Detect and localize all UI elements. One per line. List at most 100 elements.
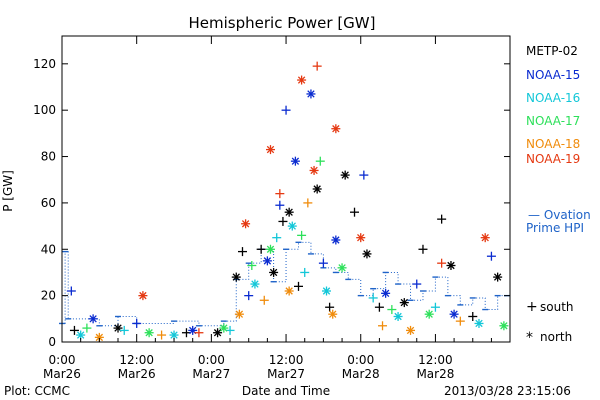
x-tick-label-time: 12:00: [119, 353, 154, 367]
x-tick-label-date: Mar27: [267, 367, 305, 381]
noaa-16-point-north: [76, 330, 86, 340]
noaa-18-point-stroke: [329, 310, 337, 318]
noaa-19-point-stroke: [332, 125, 340, 133]
noaa-15-point-south: [132, 318, 142, 328]
noaa-18-point-stroke: [406, 326, 415, 335]
noaa-15-point-north: [381, 288, 391, 298]
noaa-15-point-north: [262, 256, 272, 266]
metp-02-point-south: [468, 312, 478, 321]
noaa-15-point-north: [331, 235, 341, 245]
noaa-17-point-south: [82, 323, 92, 333]
noaa-16-point-south: [430, 302, 440, 312]
marker-legend-star-symbol: *: [526, 330, 533, 346]
noaa-18-point-north: [234, 309, 244, 319]
data-points-layer: [66, 61, 509, 342]
noaa-17-point-north: [337, 263, 347, 273]
y-tick-label: 40: [41, 242, 56, 256]
noaa-19-point-stroke: [310, 166, 318, 175]
metp-02-point-south: [437, 214, 447, 224]
noaa-16-point-stroke: [288, 222, 296, 230]
y-ticks: 0 20 40 60 80 100 120: [33, 57, 510, 349]
metp-02-point-south: [350, 207, 360, 217]
legend-ovation-line1: — Ovation: [528, 208, 591, 222]
noaa-15-point-south: [281, 105, 291, 115]
noaa-15-point-south: [275, 200, 285, 210]
legend: METP-02 NOAA-15 NOAA-16 NOAA-17 NOAA-18 …: [526, 44, 591, 346]
x-tick-label-time: 0:00: [198, 353, 225, 367]
x-tick-label-date: Mar28: [416, 367, 454, 381]
metp-02-point-north: [312, 184, 322, 194]
noaa-17-point-stroke: [500, 322, 508, 330]
noaa-18-point-stroke: [285, 287, 293, 295]
noaa-19-point-north: [265, 145, 275, 155]
noaa-15-point-south: [66, 286, 76, 296]
noaa-18-point-north: [284, 286, 294, 296]
chart-title: Hemispheric Power [GW]: [189, 14, 376, 32]
legend-label-noaa-16: NOAA-16: [526, 91, 580, 105]
noaa-15-point-stroke: [307, 90, 315, 98]
noaa-17-point-stroke: [338, 264, 346, 272]
plot-timestamp: 2013/03/28 23:15:06: [444, 384, 571, 398]
noaa-19-point-stroke: [241, 220, 250, 228]
noaa-15-point-stroke: [291, 157, 300, 165]
metp-02-point-south: [293, 281, 303, 291]
noaa-16-point-south: [119, 325, 129, 335]
y-tick-label: 80: [41, 150, 56, 164]
noaa-16-point-stroke: [170, 331, 178, 339]
noaa-18-point-south: [157, 330, 167, 340]
metp-02-point-stroke: [232, 273, 240, 281]
noaa-16-point-south: [272, 233, 282, 243]
noaa-16-point-stroke: [394, 312, 402, 321]
x-tick-label-date: Mar28: [342, 367, 380, 381]
marker-legend-south-label: south: [540, 300, 574, 314]
noaa-18-point-stroke: [235, 310, 244, 318]
noaa-16-point-stroke: [322, 287, 331, 295]
metp-02-point-stroke: [363, 250, 371, 258]
marker-legend-north-label: north: [540, 330, 572, 344]
metp-02-point-north: [269, 267, 279, 277]
noaa-19-point-north: [309, 165, 319, 175]
metp-02-point-south: [256, 244, 266, 254]
noaa-16-point-north: [287, 221, 297, 231]
metp-02-point-stroke: [269, 268, 278, 277]
legend-ovation-line2: Prime HPI: [526, 221, 584, 235]
y-axis-label: P [GW]: [1, 170, 15, 212]
metp-02-point-stroke: [285, 208, 293, 216]
noaa-16-point-north: [250, 279, 260, 289]
noaa-16-point-south: [300, 267, 310, 277]
noaa-19-point-stroke: [266, 145, 275, 154]
metp-02-point-north: [493, 272, 503, 282]
x-tick-label-date: Mar26: [43, 367, 81, 381]
noaa-15-point-stroke: [263, 257, 272, 265]
noaa-17-point-north: [424, 309, 434, 319]
noaa-17-point-south: [387, 305, 397, 315]
noaa-16-point-stroke: [475, 319, 483, 328]
metp-02-point-stroke: [447, 261, 455, 270]
metp-02-point-stroke: [313, 185, 321, 193]
noaa-17-point-south: [247, 261, 257, 270]
y-tick-label: 100: [33, 103, 56, 117]
noaa-18-point-stroke: [95, 333, 104, 342]
metp-02-point-north: [213, 328, 223, 338]
metp-02-point-north: [362, 249, 372, 259]
noaa-17-point-north: [265, 244, 275, 254]
y-tick-label: 0: [48, 335, 56, 349]
noaa-19-point-stroke: [297, 76, 306, 84]
legend-label-noaa-19: NOAA-19: [526, 152, 580, 166]
noaa-19-point-stroke: [139, 291, 147, 300]
noaa-15-point-north: [449, 309, 459, 319]
metp-02-point-north: [231, 272, 241, 282]
noaa-16-point-stroke: [251, 280, 259, 288]
noaa-15-point-south: [244, 291, 254, 301]
metp-02-point-stroke: [341, 171, 349, 179]
y-tick-label: 20: [41, 289, 56, 303]
metp-02-point-stroke: [213, 329, 222, 337]
metp-02-point-north: [113, 323, 123, 333]
x-tick-label-time: 12:00: [269, 353, 304, 367]
noaa-16-point-north: [393, 312, 403, 321]
noaa-15-point-south: [412, 279, 422, 289]
noaa-17-point-south: [297, 230, 307, 240]
noaa-19-point-north: [356, 233, 366, 243]
